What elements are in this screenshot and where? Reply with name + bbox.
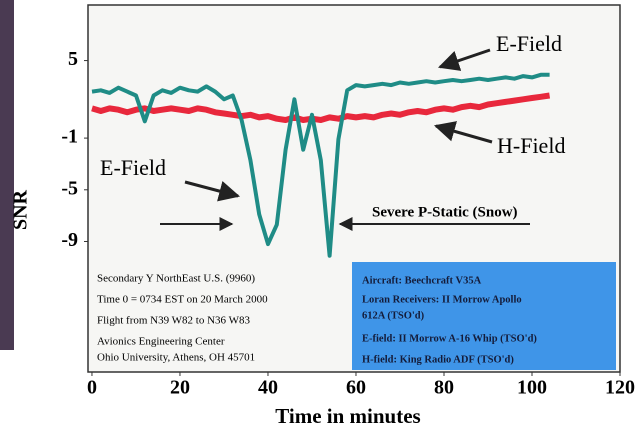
annotation: Severe P-Static (Snow) <box>372 204 518 220</box>
info-text: Secondary Y NorthEast U.S. (9960) <box>97 273 255 285</box>
background-edge <box>0 0 14 350</box>
arrow <box>438 48 491 71</box>
info-text: Flight from N39 W82 to N36 W83 <box>97 315 250 327</box>
info-text: 612A (TSO'd) <box>362 310 425 321</box>
info-text: E-field: II Morrow A-16 Whip (TSO'd) <box>362 333 537 344</box>
info-box <box>352 262 616 370</box>
y-tick-label: 5 <box>68 48 78 70</box>
info-text: Time 0 = 0734 EST on 20 March 2000 <box>97 294 268 306</box>
y-tick-label: -5 <box>61 177 78 199</box>
x-tick-label: 60 <box>346 377 366 399</box>
arrow <box>433 121 493 144</box>
x-tick-label: 120 <box>605 377 635 399</box>
x-tick-label: 20 <box>170 377 190 399</box>
x-tick-label: 100 <box>517 377 547 399</box>
data-line <box>91 92 551 123</box>
x-tick-label: 40 <box>258 377 278 399</box>
info-text: Aircraft: Beechcraft V35A <box>362 275 482 286</box>
y-tick-label: -1 <box>61 126 78 148</box>
annotation: H-Field <box>497 133 565 158</box>
annotation: E-Field <box>100 155 166 180</box>
y-axis-label: SNR <box>10 189 32 230</box>
arrow <box>184 180 241 202</box>
data-line <box>91 72 550 258</box>
info-text: Loran Receivers: II Morrow Apollo <box>362 294 522 305</box>
y-tick-label: -9 <box>61 229 78 251</box>
info-text: H-field: King Radio ADF (TSO'd) <box>362 354 514 365</box>
annotation: E-Field <box>496 31 562 56</box>
x-tick-label: 0 <box>87 377 97 399</box>
info-text: Ohio University, Athens, OH 45701 <box>97 352 255 364</box>
x-axis-label: Time in minutes <box>275 404 420 428</box>
x-tick-label: 80 <box>434 377 454 399</box>
info-text: Avionics Engineering Center <box>97 336 225 348</box>
